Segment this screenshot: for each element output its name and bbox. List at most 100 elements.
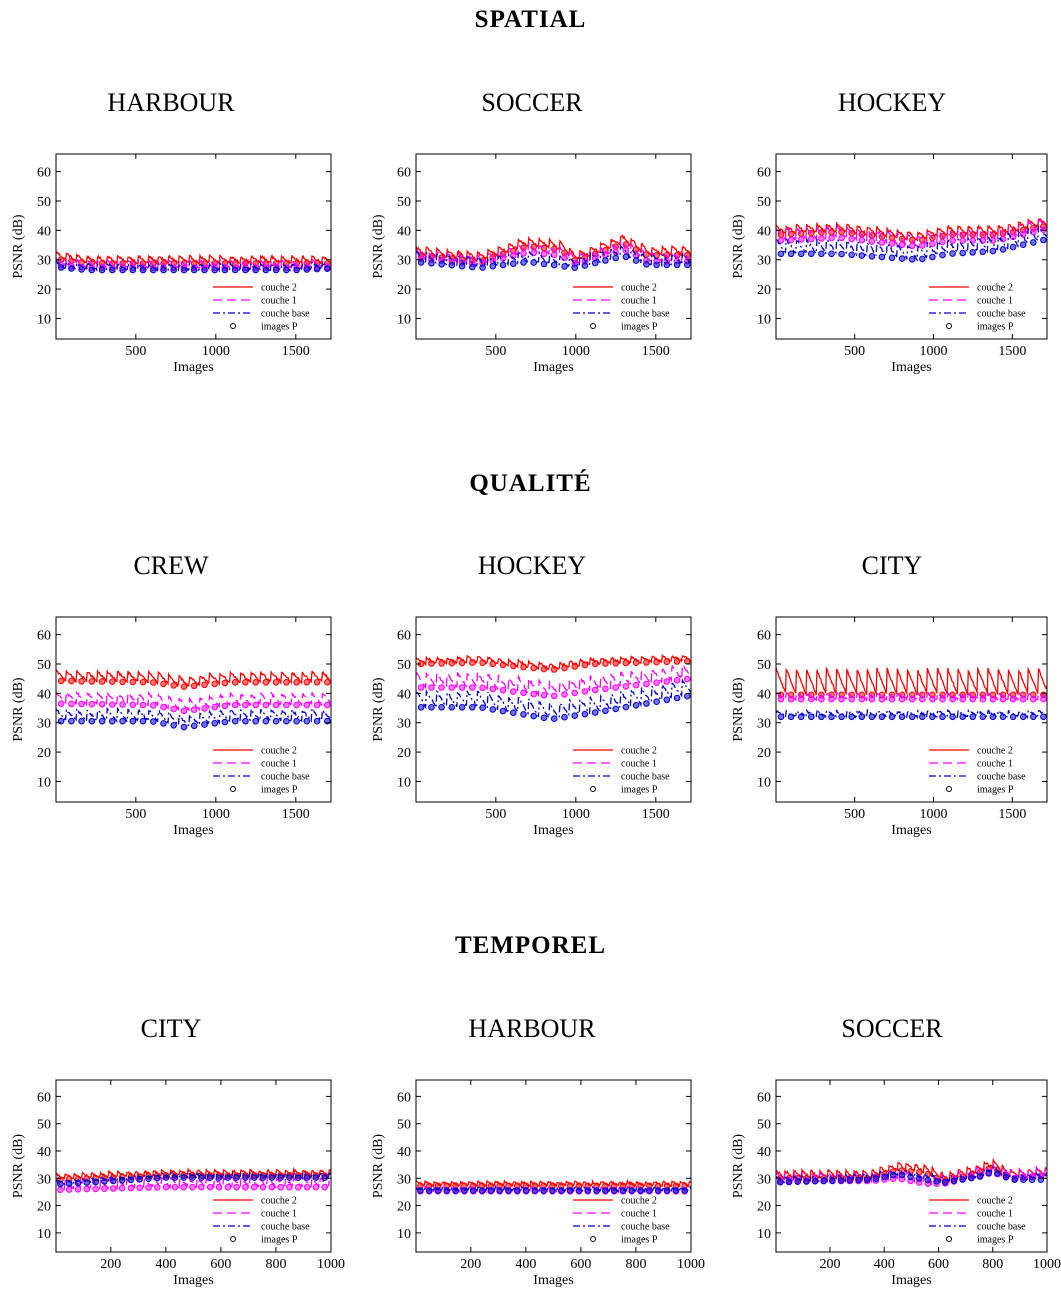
images-p-marker	[612, 660, 619, 667]
y-tick-label: 10	[757, 1227, 771, 1242]
images-p-marker	[268, 1174, 276, 1181]
axes-frame	[55, 616, 332, 803]
images-p-marker	[313, 701, 321, 709]
images-p-marker	[98, 266, 106, 274]
images-p-marker	[150, 266, 157, 274]
images-p-marker	[561, 254, 568, 262]
images-p-marker	[283, 717, 290, 725]
images-p-marker	[139, 678, 147, 686]
images-p-marker	[540, 1187, 547, 1194]
images-p-marker	[129, 717, 137, 725]
series-line-couche-base	[776, 224, 1047, 262]
x-tick-label: 500	[844, 344, 865, 359]
legend-label: couche 2	[621, 746, 657, 757]
series-line-couche-1	[416, 240, 691, 266]
y-tick-label: 40	[37, 687, 51, 702]
legend-label: couche 2	[261, 746, 297, 757]
images-p-marker	[632, 681, 640, 689]
legend-label: couche base	[977, 772, 1026, 783]
images-p-markers-couche-base	[57, 1174, 329, 1188]
images-p-marker	[989, 695, 997, 703]
images-p-marker	[487, 1187, 495, 1194]
legend: couche 2 couche 1 couche base images P	[213, 746, 310, 796]
images-p-marker	[1019, 241, 1027, 248]
images-p-marker	[888, 240, 896, 247]
images-p-marker	[549, 1187, 556, 1194]
images-p-marker	[499, 687, 507, 694]
images-p-marker	[602, 1187, 609, 1194]
images-p-marker	[74, 1179, 82, 1187]
images-p-markers-couche-base	[417, 253, 691, 271]
axes-frame	[415, 616, 692, 803]
images-p-marker	[566, 1187, 574, 1194]
images-p-marker	[150, 718, 157, 725]
x-tick-label: 1500	[642, 807, 670, 822]
images-p-marker	[57, 677, 65, 685]
images-p-markers-couche-1	[417, 675, 691, 700]
images-p-marker	[109, 701, 116, 708]
images-p-marker	[170, 705, 177, 713]
series-line-couche-2	[776, 666, 1047, 696]
images-p-marker	[109, 717, 116, 725]
images-p-marker	[139, 717, 147, 725]
images-p-marker	[949, 695, 956, 703]
images-p-marker	[672, 1187, 680, 1194]
images-p-marker	[959, 1176, 966, 1183]
images-p-marker	[808, 713, 815, 721]
images-p-marker	[942, 1178, 949, 1186]
y-tick-label: 40	[397, 687, 411, 702]
images-p-marker	[632, 702, 640, 709]
images-p-marker	[242, 679, 249, 686]
psnr-chart-temporel-city: 10 20 30 40 50 60 200 400 600 800 1000 Images PSNR (…	[11, 1079, 345, 1288]
legend-label: couche 1	[621, 1209, 657, 1220]
images-p-marker	[602, 257, 609, 264]
images-p-marker	[520, 250, 527, 257]
images-p-marker	[915, 1175, 923, 1182]
images-p-marker	[268, 1183, 276, 1191]
images-p-marker	[510, 260, 517, 267]
x-tick-label: 1500	[282, 344, 310, 359]
chart-title-soccer: SOCCER	[841, 1014, 943, 1043]
legend-label: couche base	[261, 772, 310, 783]
images-p-marker	[828, 234, 835, 242]
legend-label: couche 1	[977, 296, 1013, 307]
images-p-marker	[242, 701, 249, 709]
images-p-marker	[898, 713, 906, 721]
images-p-marker	[888, 695, 896, 703]
images-p-marker	[428, 660, 435, 667]
y-tick-label: 10	[757, 775, 771, 790]
images-p-marker	[283, 679, 290, 686]
images-p-marker	[499, 707, 507, 715]
images-p-marker	[976, 1173, 984, 1180]
plot-area	[56, 250, 331, 274]
y-tick-label: 60	[757, 629, 771, 644]
images-p-marker	[458, 704, 466, 711]
images-p-marker	[478, 1187, 486, 1194]
x-tick-label: 400	[155, 1257, 176, 1272]
plot-area	[416, 234, 691, 271]
y-tick-label: 20	[397, 1200, 411, 1215]
chart-title-harbour: HARBOUR	[468, 1014, 596, 1043]
images-p-marker	[250, 1183, 258, 1191]
images-p-marker	[171, 1183, 179, 1191]
images-p-marker	[201, 681, 208, 689]
y-tick-label: 30	[397, 254, 411, 269]
axes-frame	[55, 1079, 332, 1253]
images-p-markers-couche-base	[777, 713, 1047, 721]
images-p-marker	[907, 1173, 914, 1181]
images-p-marker	[438, 684, 445, 691]
x-tick-label: 600	[928, 1257, 949, 1272]
images-p-marker	[581, 262, 589, 269]
images-p-marker	[919, 242, 926, 249]
section-title-spatial: SPATIAL	[474, 6, 587, 33]
y-axis-label: PSNR (dB)	[11, 214, 26, 279]
y-tick-label: 50	[757, 658, 771, 673]
y-tick-label: 30	[757, 254, 771, 269]
legend: couche 2 couche 1 couche base images P	[929, 746, 1026, 796]
series-line-couche-1	[776, 1162, 1047, 1186]
y-tick-label: 30	[397, 1172, 411, 1187]
images-p-marker	[646, 1187, 653, 1194]
x-axis-label: Images	[533, 823, 573, 838]
images-p-marker	[673, 261, 681, 269]
legend-label: couche 1	[261, 1209, 297, 1220]
